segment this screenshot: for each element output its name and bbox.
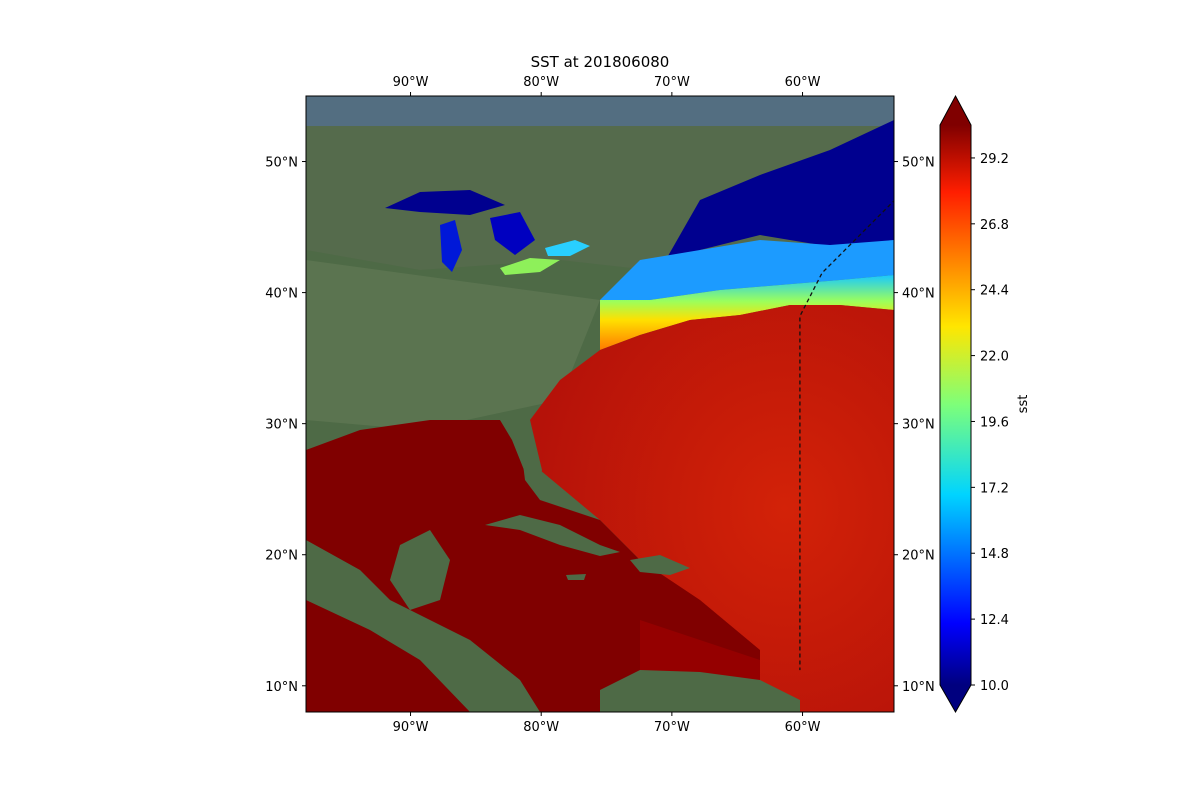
central-america: [306, 540, 540, 712]
lake-superior: [385, 190, 505, 215]
lon-tick-label: 80°W: [523, 720, 559, 735]
lat-tick-label: 10°N: [265, 680, 298, 695]
lon-tick-label: 90°W: [393, 75, 429, 90]
map-panel: [306, 96, 894, 712]
lat-tick-label: 40°N: [265, 287, 298, 302]
colorbar-tick-label: 24.4: [980, 284, 1009, 299]
colorbar-tick-label: 22.0: [980, 350, 1009, 365]
jamaica: [566, 574, 586, 580]
lon-tick-label: 90°W: [393, 720, 429, 735]
lat-tick-label: 20°N: [265, 549, 298, 564]
longitude-ticks-bottom: 90°W 80°W 70°W 60°W: [393, 712, 821, 735]
colorbar-extend-max: [940, 96, 971, 125]
lake-huron: [490, 212, 535, 255]
northern-water-band: [306, 96, 894, 126]
map-title: SST at 201806080: [531, 53, 670, 71]
dashed-track-line: [799, 199, 894, 671]
lat-tick-label: 10°N: [902, 680, 935, 695]
yucatan: [390, 530, 450, 610]
colorbar-tick-label: 17.2: [980, 481, 1009, 496]
lon-tick-label: 70°W: [654, 75, 690, 90]
colorbar-tick-label: 14.8: [980, 547, 1009, 562]
shelf-cold-water: [600, 240, 894, 320]
colorbar-extend-min: [940, 685, 971, 712]
lon-tick-label: 80°W: [523, 75, 559, 90]
colorbar-tick-label: 26.8: [980, 218, 1009, 233]
florida: [500, 420, 542, 492]
lat-tick-label: 20°N: [902, 549, 935, 564]
colorbar-outline: [939, 94, 972, 714]
colorbar: 10.0 12.4 14.8 17.2 19.6 22.0 24.4 26.8 29.2 sst: [939, 94, 1031, 714]
lake-michigan: [440, 220, 462, 272]
latitude-ticks-right: 50°N 40°N 30°N 20°N 10°N: [894, 156, 935, 695]
lon-tick-label: 60°W: [785, 75, 821, 90]
lat-tick-label: 30°N: [265, 418, 298, 433]
interior-land-shade: [306, 260, 600, 430]
latitude-ticks-left: 50°N 40°N 30°N 20°N 10°N: [265, 156, 306, 695]
colorbar-tick-label: 12.4: [980, 613, 1009, 628]
gulf-stream-front: [600, 275, 894, 350]
lake-ontario: [545, 240, 590, 256]
hispaniola: [630, 555, 690, 575]
lon-tick-label: 60°W: [785, 720, 821, 735]
colorbar-tick-label: 29.2: [980, 152, 1009, 167]
lat-tick-label: 50°N: [902, 156, 935, 171]
colorbar-tick-label: 19.6: [980, 415, 1009, 430]
lat-tick-label: 50°N: [265, 156, 298, 171]
colorbar-label: sst: [1016, 395, 1031, 414]
colorbar-ramp: [940, 125, 971, 685]
south-america: [600, 670, 800, 712]
longitude-ticks-top: 90°W 80°W 70°W 60°W: [393, 75, 821, 96]
map-border: [305, 95, 895, 713]
cuba: [485, 515, 620, 556]
atlantic-warm-water: [530, 305, 894, 712]
lon-tick-label: 70°W: [654, 720, 690, 735]
colorbar-tick-label: 10.0: [980, 679, 1009, 694]
lake-erie: [500, 258, 560, 275]
colorbar-ticks: 10.0 12.4 14.8 17.2 19.6 22.0 24.4 26.8 29.2: [971, 152, 1009, 694]
cold-northeast-water: [660, 120, 894, 270]
lat-tick-label: 30°N: [902, 418, 935, 433]
lat-tick-label: 40°N: [902, 287, 935, 302]
